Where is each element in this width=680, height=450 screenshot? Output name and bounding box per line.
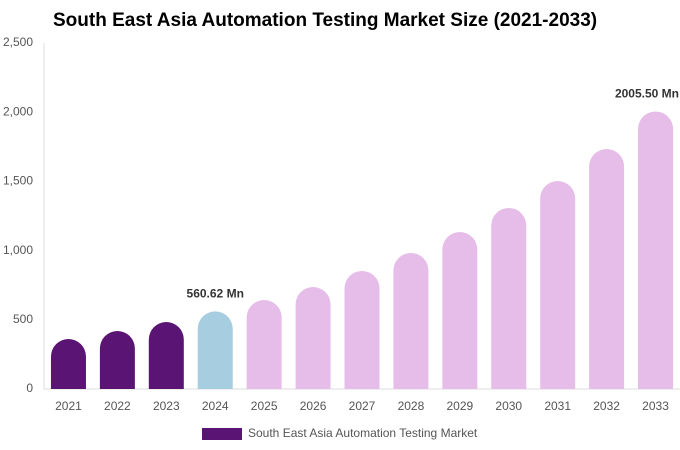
x-tick-label: 2033 <box>642 399 669 413</box>
chart-title: South East Asia Automation Testing Marke… <box>53 10 597 31</box>
legend-label: South East Asia Automation Testing Marke… <box>248 426 478 440</box>
bar <box>491 207 527 389</box>
value-label: 2005.50 Mn <box>615 87 679 101</box>
y-tick-label: 2,000 <box>3 104 33 118</box>
y-tick-label: 2,500 <box>3 35 33 49</box>
value-label: 560.62 Mn <box>187 287 244 301</box>
bar <box>393 252 429 389</box>
legend-swatch <box>202 428 242 440</box>
y-tick-label: 0 <box>26 381 33 395</box>
x-tick-label: 2024 <box>202 399 229 413</box>
x-tick-label: 2028 <box>398 399 425 413</box>
bar <box>197 311 233 389</box>
bar <box>246 300 282 389</box>
x-tick-label: 2023 <box>153 399 180 413</box>
x-tick-label: 2025 <box>251 399 278 413</box>
x-tick-label: 2030 <box>495 399 522 413</box>
bar <box>99 331 135 389</box>
bar <box>442 232 478 389</box>
x-tick-label: 2026 <box>300 399 327 413</box>
y-tick-label: 500 <box>13 312 33 326</box>
x-tick-label: 2027 <box>349 399 376 413</box>
y-tick-label: 1,000 <box>3 243 33 257</box>
x-tick-label: 2022 <box>104 399 131 413</box>
x-tick-label: 2029 <box>446 399 473 413</box>
bar <box>638 111 674 390</box>
y-tick-label: 1,500 <box>3 174 33 188</box>
bar <box>148 322 184 389</box>
bar <box>589 149 625 389</box>
x-tick-label: 2021 <box>55 399 82 413</box>
bar <box>540 180 576 389</box>
bar <box>295 286 331 389</box>
x-tick-label: 2031 <box>544 399 571 413</box>
bar <box>50 339 86 389</box>
bar <box>344 270 380 389</box>
x-tick-label: 2032 <box>593 399 620 413</box>
